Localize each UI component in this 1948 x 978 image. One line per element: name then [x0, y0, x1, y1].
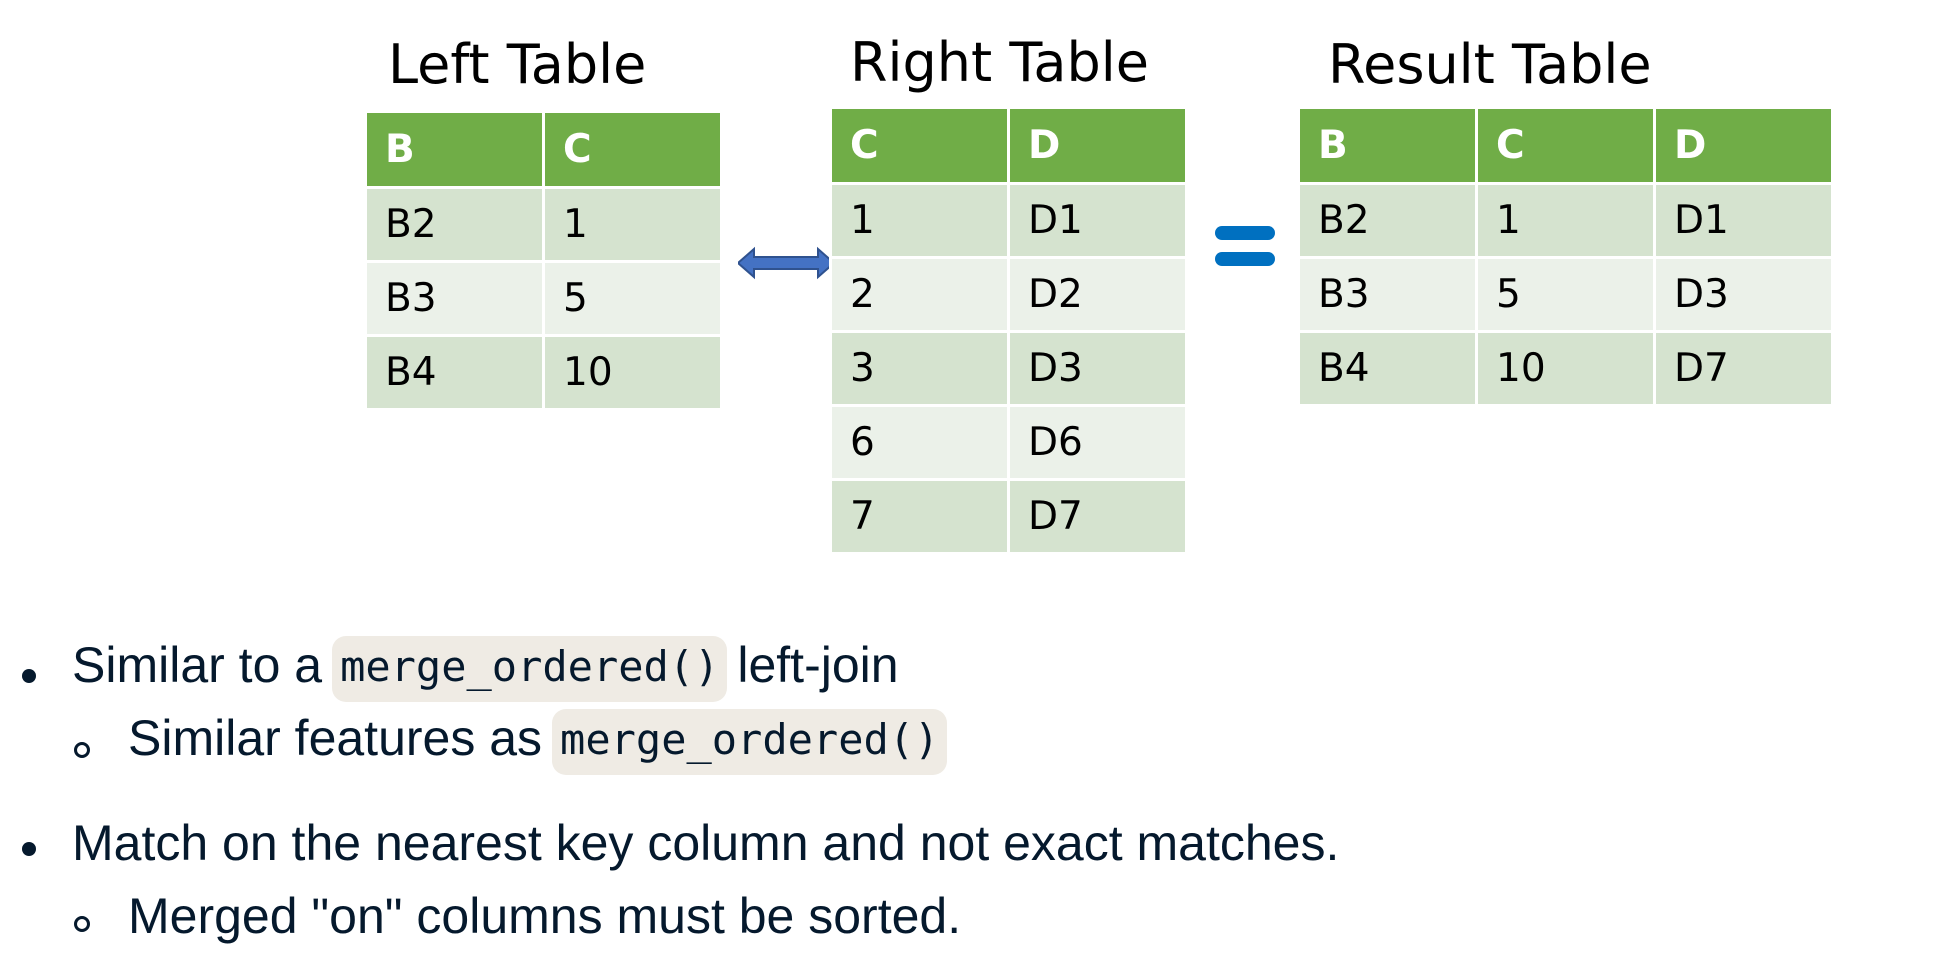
right-table-title: Right Table	[850, 31, 1150, 94]
column-header: D	[1007, 106, 1188, 185]
table-cell: 5	[1475, 256, 1656, 333]
table-row: 3 D3	[829, 330, 1188, 407]
left-table-title: Left Table	[388, 33, 647, 96]
table-cell: 1	[542, 186, 723, 263]
equals-icon	[1215, 226, 1275, 266]
slide-title-cutoff	[0, 0, 600, 10]
table-cell: D7	[1007, 478, 1188, 555]
table-cell: 6	[829, 404, 1010, 481]
table-header-row: C D	[829, 106, 1188, 185]
table-cell: D1	[1007, 182, 1188, 259]
table-cell: D2	[1007, 256, 1188, 333]
column-header: D	[1653, 106, 1834, 185]
table-row: 7 D7	[829, 478, 1188, 555]
table-cell: B2	[364, 186, 545, 263]
table-cell: 1	[829, 182, 1010, 259]
table-header-row: B C D	[1297, 106, 1834, 185]
bullet-item: Similar to a merge_ordered() left-join	[72, 636, 899, 702]
table-cell: 10	[542, 334, 723, 411]
table-cell: 10	[1475, 330, 1656, 407]
table-row: 6 D6	[829, 404, 1188, 481]
sub-bullet-ring-icon	[74, 742, 90, 758]
table-cell: D1	[1653, 182, 1834, 259]
bullet-text: Similar to a	[72, 637, 323, 694]
column-header: B	[1297, 106, 1478, 185]
table-row: B2 1 D1	[1297, 182, 1834, 259]
double-headed-arrow-icon	[738, 246, 834, 280]
table-row: B4 10 D7	[1297, 330, 1834, 407]
table-cell: 1	[1475, 182, 1656, 259]
table-cell: B3	[364, 260, 545, 337]
bullet-dot-icon	[22, 842, 36, 856]
result-table: B C D B2 1 D1 B3 5 D3 B4 10 D7	[1297, 106, 1834, 407]
column-header: C	[542, 110, 723, 189]
column-header: C	[1475, 106, 1656, 185]
table-cell: B3	[1297, 256, 1478, 333]
sub-bullet-ring-icon	[74, 916, 90, 932]
bullet-dot-icon	[22, 669, 36, 683]
left-table: B C B2 1 B3 5 B4 10	[364, 110, 723, 411]
table-cell: B4	[364, 334, 545, 411]
table-cell: B4	[1297, 330, 1478, 407]
table-cell: 7	[829, 478, 1010, 555]
code-snippet: merge_ordered()	[332, 636, 728, 702]
table-row: B3 5	[364, 260, 723, 337]
column-header: B	[364, 110, 545, 189]
table-cell: B2	[1297, 182, 1478, 259]
table-cell: D6	[1007, 404, 1188, 481]
table-cell: D7	[1653, 330, 1834, 407]
sub-bullet-item: Merged "on" columns must be sorted.	[128, 891, 961, 941]
table-cell: 2	[829, 256, 1010, 333]
table-row: 1 D1	[829, 182, 1188, 259]
code-snippet: merge_ordered()	[552, 709, 948, 775]
bullet-text: Merged "on" columns must be sorted.	[128, 888, 962, 944]
bullet-text: Similar features as	[128, 710, 543, 767]
table-cell: D3	[1007, 330, 1188, 407]
sub-bullet-item: Similar features as merge_ordered()	[128, 709, 957, 775]
bullet-text: Match on the nearest key column and not …	[72, 815, 1340, 871]
table-row: B4 10	[364, 334, 723, 411]
table-cell: 3	[829, 330, 1010, 407]
table-row: B2 1	[364, 186, 723, 263]
right-table: C D 1 D1 2 D2 3 D3 6 D6 7 D7	[829, 106, 1188, 555]
table-row: B3 5 D3	[1297, 256, 1834, 333]
table-cell: D3	[1653, 256, 1834, 333]
table-row: 2 D2	[829, 256, 1188, 333]
result-table-title: Result Table	[1328, 33, 1652, 96]
bullet-item: Match on the nearest key column and not …	[72, 818, 1339, 868]
table-header-row: B C	[364, 110, 723, 189]
bullet-text: left-join	[737, 637, 899, 694]
column-header: C	[829, 106, 1010, 185]
table-cell: 5	[542, 260, 723, 337]
